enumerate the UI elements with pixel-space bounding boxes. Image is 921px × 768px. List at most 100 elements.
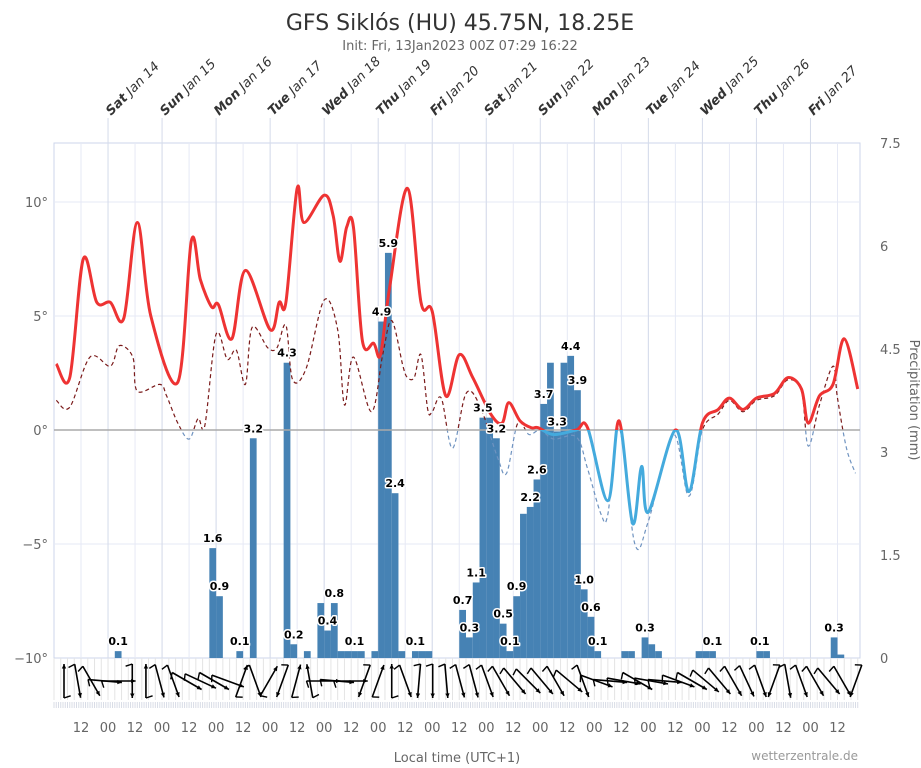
precip-bar: [411, 651, 419, 658]
day-label: Fri Jan 27: [806, 63, 862, 119]
wind-arrow-shaft: [817, 667, 841, 695]
wind-arrow: [661, 674, 695, 688]
precip-bar: [830, 637, 838, 658]
precip-value-label: 4.4: [561, 340, 581, 353]
hour-tick-label: 12: [775, 721, 792, 736]
chart-subtitle: Init: Fri, 13Jan2023 00Z 07:29 16:22: [342, 39, 578, 54]
wind-arrow-head: [787, 692, 793, 698]
wind-arrow-shaft: [444, 663, 449, 699]
wind-barb: [552, 669, 557, 677]
wind-barb: [183, 673, 186, 681]
left-axis-tick-label: −10°: [14, 652, 48, 667]
wind-arrow-shaft: [555, 669, 583, 693]
temperature-series: [54, 184, 860, 526]
wind-arrow-shaft: [783, 664, 792, 698]
wind-arrow: [689, 669, 720, 693]
precip-value-label: 0.8: [325, 587, 345, 600]
wind-arrow: [243, 664, 262, 698]
wind-arrow-head: [647, 685, 653, 690]
precip-bar: [756, 651, 764, 658]
precip-bar: [837, 654, 845, 658]
wind-arrow: [197, 671, 230, 691]
precip-value-label: 0.3: [824, 621, 844, 634]
wind-barb: [512, 668, 517, 676]
precip-value-label: 0.1: [108, 635, 128, 648]
day-date: Jan 27: [819, 63, 862, 106]
wind-barb: [689, 669, 694, 677]
day-date: Jan 18: [342, 54, 384, 96]
wind-arrow-head: [77, 692, 82, 698]
wind-arrow: [148, 663, 165, 698]
precip-bar: [506, 651, 514, 658]
precip-bar: [398, 651, 406, 658]
wind-arrow-head: [430, 693, 435, 698]
wind-barb: [675, 672, 679, 680]
temperature-line-below-zero: [539, 430, 703, 526]
wind-arrow-head: [819, 690, 824, 696]
precip-value-label: 0.1: [406, 635, 426, 648]
dewpoint-line-above-zero: [55, 298, 844, 430]
x-axis-title: Local time (UTC+1): [394, 751, 520, 766]
hour-tick-label: 00: [316, 721, 333, 736]
wind-arrow-shaft: [259, 665, 279, 697]
wind-arrow: [512, 668, 541, 694]
precip-value-label: 1.1: [466, 566, 486, 579]
wind-arrow-shaft: [647, 678, 682, 684]
precip-value-label: 0.1: [588, 635, 608, 648]
precip-bar: [553, 431, 561, 658]
wind-barb: [100, 680, 105, 688]
temperature-line-above-zero: [54, 184, 860, 430]
hour-tick-label: 00: [586, 721, 603, 736]
right-axis-tick-label: 3: [880, 446, 888, 461]
day-date: Jan 16: [233, 54, 275, 96]
hour-tick-label: 12: [451, 721, 468, 736]
day-date: Jan 26: [771, 57, 813, 99]
precip-bar: [648, 644, 656, 658]
precip-value-label: 0.5: [493, 608, 513, 621]
wind-arrow-head: [585, 692, 590, 697]
precip-bar: [283, 362, 291, 658]
precip-bar: [459, 609, 467, 658]
wind-arrow-head: [505, 690, 510, 696]
wind-arrow-shaft: [849, 664, 863, 698]
precipitation-bars: [114, 252, 845, 658]
day-label: Sun Jan 15: [157, 57, 219, 119]
wind-arrow: [828, 665, 852, 697]
day-date: Jan 25: [720, 54, 762, 96]
wind-arrow-shaft: [73, 664, 82, 698]
precip-bar: [351, 651, 358, 658]
wind-barb: [647, 679, 651, 687]
wind-barb: [571, 664, 578, 670]
wind-arrow-head: [750, 691, 755, 697]
wind-arrow-shaft: [357, 664, 371, 698]
precip-bar: [709, 651, 716, 658]
hour-tick-label: 12: [127, 721, 144, 736]
wind-arrow-shaft: [546, 665, 565, 697]
precip-bar: [114, 651, 122, 658]
precip-bar: [472, 582, 480, 658]
wind-barb: [305, 680, 310, 688]
wind-arrow-shaft: [416, 663, 422, 699]
wind-arrow-shaft: [805, 665, 825, 697]
wind-arrow-head: [663, 681, 668, 686]
hour-tick-label: 12: [721, 721, 738, 736]
wind-arrow: [125, 663, 135, 698]
precip-bar: [763, 651, 770, 658]
precip-bar: [513, 596, 521, 658]
wind-arrow-shaft: [154, 664, 165, 698]
precip-bar: [337, 651, 345, 658]
wind-arrow: [620, 671, 653, 691]
wind-arrow-shaft: [753, 664, 767, 698]
right-axis-title: Precipitation (mm): [906, 340, 921, 461]
wind-arrow-head: [548, 689, 553, 695]
wind-arrow-shaft: [184, 673, 217, 689]
wind-arrow-shaft: [468, 664, 479, 698]
wind-arrow: [259, 665, 279, 698]
wind-arrow-head: [61, 664, 67, 669]
precip-value-label: 3.3: [547, 415, 567, 428]
precip-value-label: 0.1: [345, 635, 365, 648]
wind-arrow: [183, 673, 217, 689]
wind-arrow-head: [95, 690, 100, 696]
hour-tick-labels: 12 00 12 00 12 00 12 00 12 00 12 00 12 00 12 00 12 00 12 00…: [73, 721, 846, 736]
